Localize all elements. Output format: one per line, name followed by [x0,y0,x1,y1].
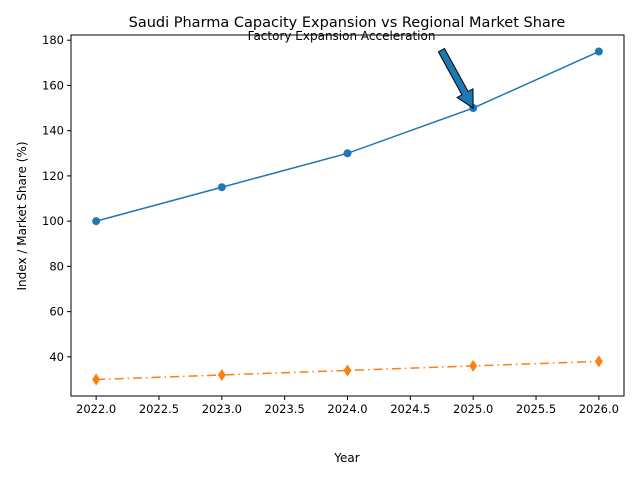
annotation-layer: Factory Expansion Acceleration [248,29,474,110]
x-tick-label: 2023.5 [265,402,305,416]
y-axis-label: Index / Market Share (%) [15,142,29,291]
series-1-point [92,217,101,226]
x-tick-label: 2022.0 [76,402,116,416]
x-tick-label: 2023.0 [202,402,242,416]
x-axis-ticks: 2022.0 2022.5 2023.0 2023.5 2024.0 2024.5 2025… [76,396,619,416]
y-tick-label: 120 [42,169,64,183]
y-tick-label: 80 [49,259,64,273]
x-tick-label: 2024.5 [390,402,430,416]
series-2-point [343,364,352,377]
series-1-point [594,47,603,56]
chart-title: Saudi Pharma Capacity Expansion vs Regio… [129,15,566,31]
x-tick-label: 2024.0 [327,402,367,416]
series-1-point [217,183,226,192]
x-tick-label: 2025.0 [453,402,493,416]
x-tick-label: 2022.5 [139,402,179,416]
annotation-arrow [437,47,474,110]
series-2-point [92,373,101,386]
series-1-point [343,149,352,158]
x-tick-label: 2026.0 [579,402,619,416]
y-tick-label: 100 [42,214,64,228]
series-2-point [217,368,226,381]
series-2-point [594,355,603,368]
annotation-text: Factory Expansion Acceleration [248,29,436,43]
x-tick-label: 2025.5 [516,402,556,416]
y-axis-ticks: 40 60 80 100 120 140 160 180 [42,33,71,364]
x-axis-label: Year [333,451,359,465]
y-tick-label: 140 [42,124,64,138]
y-tick-label: 60 [49,305,64,319]
y-tick-label: 40 [49,350,64,364]
series-2-point [469,359,478,372]
y-tick-label: 160 [42,78,64,92]
y-tick-label: 180 [42,33,64,47]
